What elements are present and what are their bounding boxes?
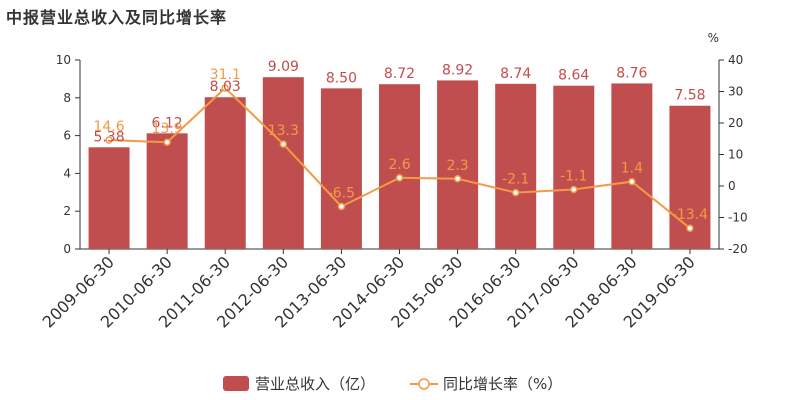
left-tick-label: 8 xyxy=(63,91,71,105)
left-tick-label: 0 xyxy=(63,242,71,256)
left-tick-label: 10 xyxy=(56,53,71,67)
growth-value-label: 31.1 xyxy=(210,67,241,83)
revenue-bar xyxy=(88,147,130,249)
growth-point xyxy=(453,175,462,183)
revenue-bar xyxy=(611,83,653,249)
bar-value-label: 8.64 xyxy=(558,68,589,84)
growth-value-label: 14.6 xyxy=(93,119,124,135)
growth-value-label: -6.5 xyxy=(328,185,355,201)
bar-value-label: 6.12 xyxy=(152,115,183,131)
growth-value-label: 13.9 xyxy=(152,121,183,137)
legend-line-marker xyxy=(418,378,430,390)
growth-value-label: 13.3 xyxy=(268,123,299,139)
bar-value-label: 8.03 xyxy=(210,79,241,95)
left-tick-label: 4 xyxy=(63,166,71,180)
right-tick-label: 10 xyxy=(728,148,743,162)
revenue-bar xyxy=(553,85,595,249)
left-tick-label: 6 xyxy=(63,129,71,143)
revenue-bar xyxy=(379,84,420,249)
right-axis-unit: % xyxy=(708,31,719,45)
legend-line-label: 同比增长率（%） xyxy=(443,375,562,393)
growth-value-label: 2.6 xyxy=(388,157,410,173)
bar-value-label: 8.76 xyxy=(616,65,647,81)
growth-point xyxy=(337,202,346,211)
legend: 营业总收入（亿） 同比增长率（%） xyxy=(223,375,562,393)
chart-title: 中报营业总收入及同比增长率 xyxy=(6,8,228,27)
right-tick-label: 40 xyxy=(728,53,743,67)
bar-value-label: 8.50 xyxy=(326,70,357,86)
growth-value-label: -13.4 xyxy=(672,207,708,223)
growth-value-label: 2.3 xyxy=(446,158,468,174)
bar-value-label: 8.92 xyxy=(442,62,473,78)
bar-value-label: 9.09 xyxy=(268,59,299,75)
growth-value-label: -2.1 xyxy=(502,172,529,188)
growth-point xyxy=(686,224,694,232)
right-tick-label: -10 xyxy=(728,211,748,225)
legend-bar-label: 营业总收入（亿） xyxy=(255,375,375,393)
growth-point xyxy=(221,84,229,92)
x-tick-labels: 2009-06-302010-06-302011-06-302012-06-30… xyxy=(39,252,699,331)
growth-point xyxy=(628,177,636,186)
growth-point xyxy=(163,138,171,146)
growth-value-label: 1.4 xyxy=(621,161,643,177)
revenue-bar xyxy=(204,97,246,249)
labels-layer: 5.38 6.12 8.03 9.09 8.50 8.72 8.92 8.74 8.64 8.76… xyxy=(93,59,708,223)
right-tick-label: -20 xyxy=(728,242,748,256)
revenue-bar xyxy=(320,88,362,249)
growth-point xyxy=(570,185,578,194)
bar-value-label: 8.74 xyxy=(500,66,531,82)
right-tick-label: 30 xyxy=(728,85,743,99)
legend-bar-swatch xyxy=(223,376,249,391)
growth-point xyxy=(279,140,288,148)
left-tick-label: 2 xyxy=(63,204,71,218)
revenue-bar xyxy=(437,80,479,249)
bar-value-label: 8.72 xyxy=(384,66,415,82)
revenue-bar xyxy=(262,77,304,249)
growth-value-label: -1.1 xyxy=(560,168,587,184)
growth-line-layer xyxy=(105,84,694,232)
right-tick-label: 0 xyxy=(728,179,736,193)
revenue-bar xyxy=(495,83,537,250)
growth-point xyxy=(511,188,520,197)
growth-point xyxy=(395,174,404,182)
bar-value-label: 5.38 xyxy=(93,129,124,145)
growth-point xyxy=(105,136,113,144)
bar-value-label: 7.58 xyxy=(674,88,705,104)
revenue-bar xyxy=(146,133,188,249)
right-tick-label: 20 xyxy=(728,116,743,130)
